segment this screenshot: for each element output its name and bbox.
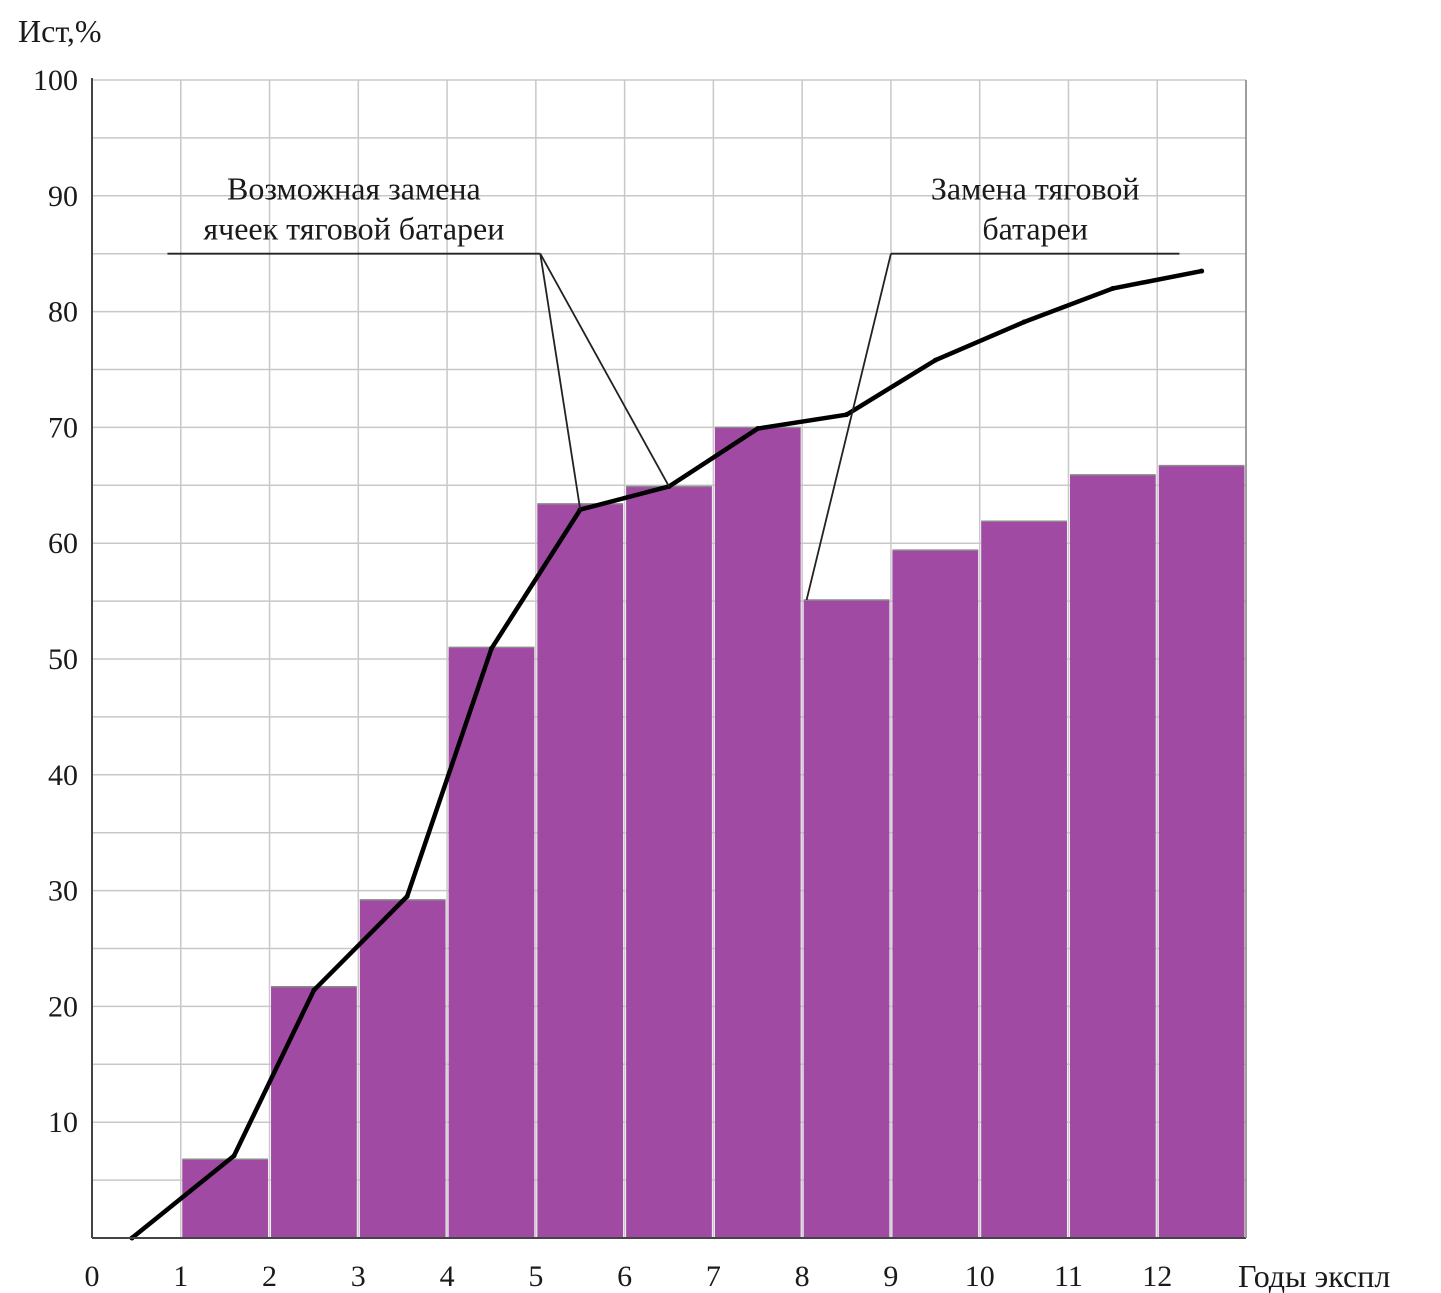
bar [981,521,1067,1238]
x-tick-label: 5 [528,1260,543,1293]
bar [1158,465,1245,1238]
bar [448,647,535,1238]
y-tick-label: 60 [48,527,78,560]
line-point [1199,268,1205,274]
bar [1069,474,1156,1238]
bar [359,899,446,1238]
annotation-text: Возможная замена [227,171,481,207]
x-tick-label: 2 [262,1260,277,1293]
line-point [311,987,317,993]
y-tick-label: 20 [48,990,78,1023]
bars [182,426,1245,1238]
x-tick-label: 11 [1054,1260,1083,1293]
x-tick-label: 7 [706,1260,721,1293]
line-point [577,507,583,513]
bar [537,503,624,1238]
x-tick-label: 10 [965,1260,995,1293]
x-axis-label: Годы экспл [1238,1258,1390,1293]
bar [271,986,357,1238]
y-tick-label: 50 [48,643,78,676]
y-tick-label: 90 [48,180,78,213]
x-tick-label: 8 [795,1260,810,1293]
y-tick-label: 70 [48,411,78,444]
line-point [1021,319,1027,325]
y-tick-label: 100 [33,64,78,97]
y-axis-label: Ист,% [18,13,102,49]
x-tick-label: 1 [173,1260,188,1293]
y-tick-label: 80 [48,296,78,329]
x-tick-label: 9 [883,1260,898,1293]
y-tick-label: 40 [48,759,78,792]
x-tick-label: 12 [1142,1260,1172,1293]
line-point [231,1153,237,1159]
bar [803,599,890,1238]
x-tick-label: 4 [440,1260,455,1293]
line-point [1110,285,1116,291]
annotation-pointer [539,253,670,487]
line-point [844,412,850,418]
bar [892,550,979,1238]
y-tick-label: 10 [48,1106,78,1139]
annotation-pointer [805,253,892,601]
x-tick-label: 6 [617,1260,632,1293]
annotations: Возможная замена ячеек тяговой батареи Зам… [167,171,1180,601]
line-point [488,646,494,652]
annotation-text: Замена тяговой [931,171,1140,207]
line-point [755,426,761,432]
x-tick-label: 3 [351,1260,366,1293]
x-tick-label: 0 [85,1260,100,1293]
bar [626,486,712,1238]
line-point [404,893,410,899]
y-tick-label: 30 [48,875,78,908]
annotation-text: ячеек тяговой батареи [203,211,504,247]
line-point [932,357,938,363]
annotation-pointer [539,253,582,510]
bar [182,1159,269,1238]
annotation-text: батареи [982,211,1088,247]
bar [714,427,801,1238]
